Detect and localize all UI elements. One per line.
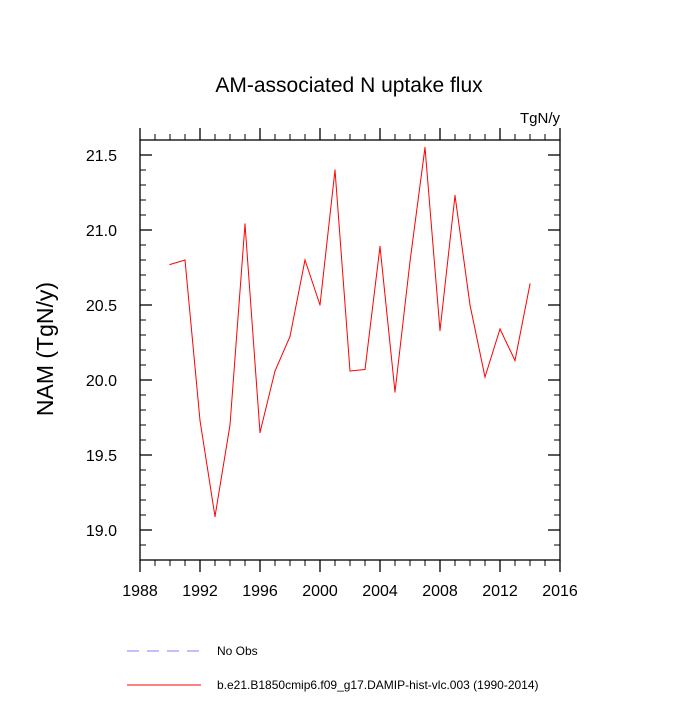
units-label: TgN/y [520,110,561,127]
y-tick-label: 19.5 [86,448,117,465]
data-point [484,376,486,378]
data-point [499,328,501,330]
data-point [529,283,531,285]
data-point [379,245,381,248]
legend: No Obs b.e21.B1850cmip6.f09_g17.DAMIP-his… [127,644,539,692]
chart-title: AM-associated N uptake flux [215,74,483,97]
x-tick-label: 2016 [542,583,578,600]
x-tick-label: 2008 [422,583,458,600]
data-point [409,260,411,263]
data-point [394,391,396,393]
data-point [169,263,171,266]
data-point [274,370,276,372]
y-axis-title: NAM (TgN/y) [32,282,58,416]
y-tick-label: 20.5 [86,298,117,315]
axis-ticks: 1988 1992 1996 2000 2004 2008 2012 2016 19.0 19.5… [86,128,578,600]
data-point [514,359,516,362]
x-tick-label: 2004 [362,583,398,600]
data-point [439,329,441,332]
x-tick-label: 2000 [302,583,338,600]
series-line [169,147,531,517]
y-tick-label: 21.5 [86,148,117,165]
data-point [424,146,426,149]
series-layer [169,146,531,518]
legend-label: No Obs [217,644,258,658]
data-point [364,368,366,371]
y-tick-label: 21.0 [86,223,117,240]
x-tick-label: 1992 [182,583,218,600]
x-tick-label: 1988 [122,583,158,600]
data-point [229,424,231,426]
data-point [244,223,246,225]
data-point [199,419,201,422]
data-point [349,370,351,372]
legend-label: b.e21.B1850cmip6.f09_g17.DAMIP-hist-vlc.… [217,678,539,692]
data-point [304,259,306,261]
y-tick-label: 20.0 [86,373,117,390]
data-point [259,431,261,434]
data-point [214,515,216,518]
data-point [289,335,291,338]
y-tick-label: 19.0 [86,523,117,540]
data-point [319,304,321,306]
data-point [454,194,456,197]
plot-frame [139,139,561,561]
x-tick-label: 1996 [242,583,278,600]
data-point [334,169,336,171]
data-point [184,259,186,261]
data-point [469,304,471,306]
x-tick-label: 2012 [482,583,518,600]
